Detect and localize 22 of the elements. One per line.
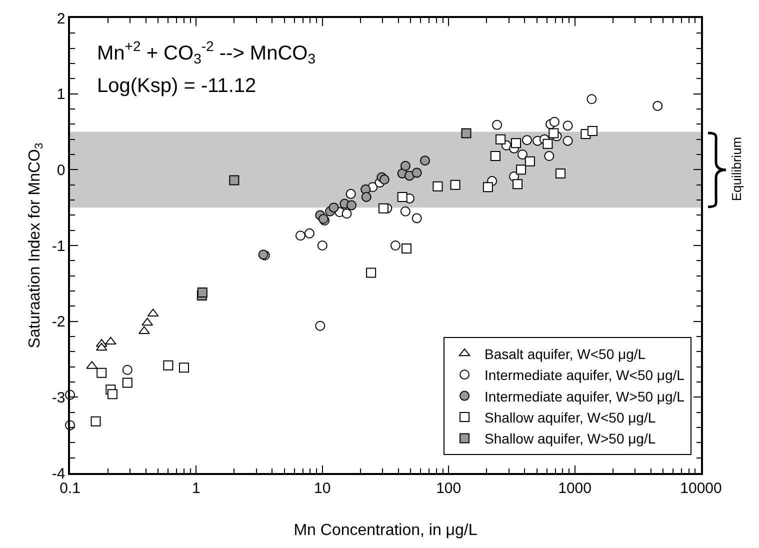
x-tick-label: 0.1 <box>60 480 80 497</box>
y-tick-label: 0 <box>56 162 66 179</box>
legend-label: Intermediate aquifer, W<50 μg/L <box>484 367 685 384</box>
y-tick-label: 2 <box>56 10 66 28</box>
band-label: Equilibrium <box>728 136 744 202</box>
x-tick-label: 10000 <box>680 480 722 497</box>
y-tick-label: -2 <box>52 314 66 331</box>
y-tick-label: -1 <box>52 238 66 255</box>
legend-label: Basalt aquifer, W<50 μg/L <box>484 346 646 362</box>
annotation: Log(Ksp) = -11.12 <box>97 75 256 97</box>
legend-label: Intermediate aquifer, W>50 μg/L <box>484 388 685 404</box>
legend-label: Shallow aquifer, W>50 μg/L <box>484 430 656 447</box>
y-tick-label: -4 <box>52 465 66 482</box>
x-tick-label: 1000 <box>558 480 592 497</box>
x-tick-label: 10 <box>314 480 331 497</box>
y-tick-label: -3 <box>52 389 66 406</box>
x-tick-label: 100 <box>436 480 462 497</box>
x-axis-title: Mn Concentration, in μg/L <box>294 522 478 539</box>
y-tick-label: 1 <box>56 86 66 104</box>
annotation: Mn$^{+2}$ + CO$_{3}$$^{-2}$ --> MnCO$_{3}$ <box>97 38 316 67</box>
x-tick-label: 1 <box>192 480 200 497</box>
legend-label: Shallow aquifer, W<50 μg/L <box>484 409 656 426</box>
